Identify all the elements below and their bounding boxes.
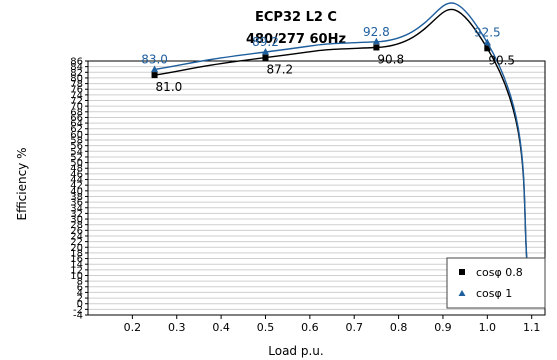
y-tick-label: 6 (77, 282, 83, 293)
y-tick-label: 24 (70, 231, 83, 242)
y-axis-label: Efficiency % (15, 147, 29, 220)
y-tick-label: 34 (70, 203, 83, 214)
y-tick-label: 38 (70, 192, 83, 203)
y-tick-label: -2 (73, 305, 83, 316)
y-tick-label: 86 (70, 57, 83, 68)
y-tick-label: 82 (70, 68, 83, 79)
x-tick-label: 0.5 (257, 321, 275, 334)
legend-entry-cos-0-8: cosφ 0.8 (476, 266, 523, 279)
y-tick-label: 80 (70, 73, 83, 84)
x-tick-label: 0.9 (434, 321, 452, 334)
y-tick-label: 58 (70, 136, 83, 147)
y-tick-label: 54 (70, 147, 83, 158)
legend-square-marker (459, 269, 465, 275)
y-tick-label: 18 (70, 248, 83, 259)
x-tick-label: 0.4 (212, 321, 230, 334)
y-tick-label: 26 (70, 226, 83, 237)
y-tick-label: 32 (70, 209, 83, 220)
legend-triangle-marker (458, 290, 466, 296)
y-tick-label: 46 (70, 169, 83, 180)
y-tick-label: 40 (70, 186, 83, 197)
x-tick-label: 0.2 (124, 321, 142, 334)
y-tick-label: 52 (70, 152, 83, 163)
y-tick-label: 12 (70, 265, 83, 276)
x-tick-label: 1.0 (479, 321, 497, 334)
data-point (261, 47, 269, 55)
y-tick-label: 44 (70, 175, 83, 186)
y-tick-label: 4 (77, 288, 83, 299)
y-tick-label: 48 (70, 164, 83, 175)
data-point (373, 44, 380, 51)
chart-title: ECP32 L2 C (255, 10, 337, 25)
y-tick-label: 50 (70, 158, 83, 169)
y-tick-label: 84 (70, 62, 83, 73)
y-tick-label: 16 (70, 254, 83, 265)
data-point (262, 54, 269, 61)
plot-frame (87, 60, 546, 316)
y-tick-label: 60 (70, 130, 83, 141)
y-tick-label: 14 (70, 260, 83, 271)
y-tick-label: 64 (70, 119, 83, 130)
x-tick-label: 1.1 (523, 321, 541, 334)
y-tick-label: 22 (70, 237, 83, 248)
data-point (484, 45, 491, 52)
x-tick-label: 0.8 (390, 321, 408, 334)
y-tick-label: 8 (77, 277, 83, 288)
y-axis-ticks: -4-2024681012141618202224262830323436384… (70, 57, 88, 322)
data-label: 90.8 (377, 52, 404, 66)
y-tick-label: 70 (70, 102, 83, 113)
y-tick-label: 66 (70, 113, 83, 124)
y-tick-label: 30 (70, 215, 83, 226)
y-tick-label: 74 (70, 90, 83, 101)
y-tick-label: 10 (70, 271, 83, 282)
y-tick-label: 76 (70, 85, 83, 96)
legend: cosφ 0.8 cosφ 1 (446, 257, 546, 309)
y-tick-label: 72 (70, 96, 83, 107)
data-label: 92.8 (363, 25, 390, 39)
y-tick-label: 0 (77, 299, 83, 310)
series-group (151, 2, 533, 304)
chart-subtitle: 480/277 60Hz (246, 32, 346, 47)
data-label: 90.5 (488, 53, 515, 67)
x-tick-label: 0.7 (345, 321, 363, 334)
x-axis-label: Load p.u. (268, 344, 323, 358)
legend-entry-cos-1: cosφ 1 (476, 287, 512, 300)
data-label: 83.0 (141, 52, 168, 66)
data-label: 81.0 (156, 80, 183, 94)
y-tick-label: 78 (70, 79, 83, 90)
y-tick-label: 42 (70, 181, 83, 192)
data-labels: 81.087.290.890.50.083.089.292.892.5 (141, 25, 537, 310)
x-axis-ticks: 0.2 0.3 0.4 0.5 0.6 0.7 0.8 0.9 1.0 1.1 (124, 315, 541, 334)
y-tick-label: 68 (70, 107, 83, 118)
legend-box (446, 257, 546, 309)
x-tick-label: 0.3 (168, 321, 186, 334)
y-tick-label: 36 (70, 198, 83, 209)
y-tick-label: 56 (70, 141, 83, 152)
y-tick-label: 62 (70, 124, 83, 135)
x-tick-label: 0.6 (301, 321, 319, 334)
data-label: 89.2 (252, 35, 279, 49)
y-tick-label: 20 (70, 243, 83, 254)
y-tick-label: -4 (73, 311, 83, 322)
data-point (151, 65, 159, 72)
y-tick-label: 2 (77, 294, 83, 305)
data-label: 92.5 (474, 26, 501, 40)
data-point (151, 72, 158, 79)
data-label: 87.2 (266, 63, 293, 77)
data-point (483, 38, 491, 46)
series-line-1 (154, 2, 533, 304)
data-point (372, 37, 380, 45)
y-tick-label: 28 (70, 220, 83, 231)
